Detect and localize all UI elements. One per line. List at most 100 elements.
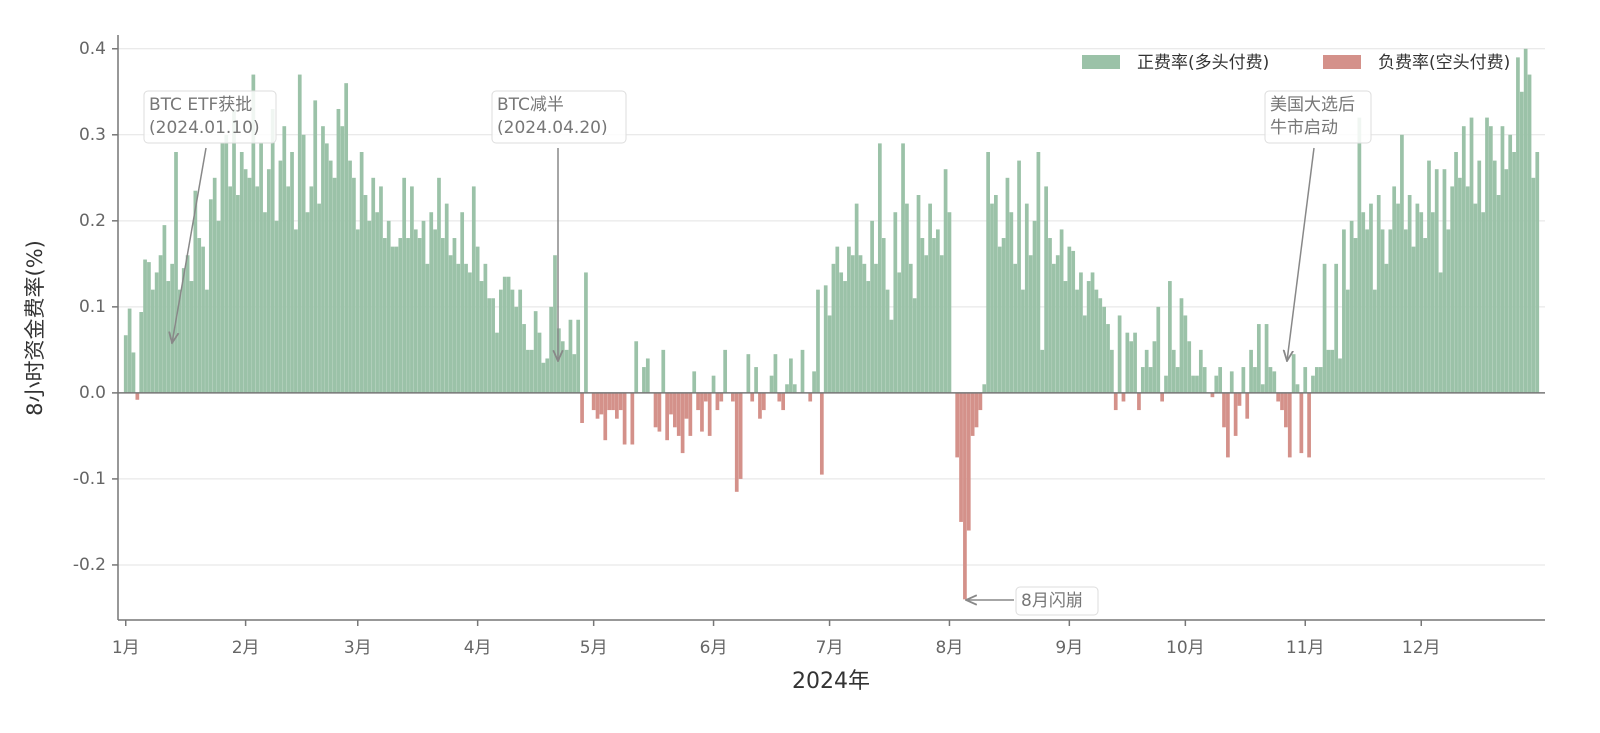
bar [645,358,650,393]
bar [1516,57,1520,393]
bar [174,152,178,393]
annotation-box [491,90,627,144]
bar [963,392,967,600]
bar [1233,392,1238,436]
y-tick-label: 0.2 [79,211,106,231]
bar [154,272,159,393]
bar [1195,375,1199,393]
bar [994,195,998,393]
bar [866,281,871,393]
bar [966,392,971,531]
bar [630,392,635,445]
bar [874,263,878,393]
bar [440,238,445,393]
bar [502,276,507,393]
bar [1152,341,1157,393]
bar [143,259,147,393]
bar [1295,384,1300,393]
bar [839,272,844,393]
bar [1067,246,1072,393]
bar [410,186,414,393]
bar [352,177,356,393]
bar [475,246,480,393]
annotation-text: BTC减半 [497,95,564,115]
bar [1349,220,1354,393]
bar [595,392,600,419]
annotation-arrow [172,147,207,343]
bar [193,190,198,393]
x-tick-label: 11月 [1286,638,1325,658]
bar [123,335,128,393]
bar [239,152,244,393]
bar [510,289,515,393]
bar [270,108,275,393]
bar [402,177,407,393]
bar [1264,324,1269,393]
bar [1036,152,1041,393]
bar [560,341,565,393]
bar [545,358,550,393]
bar [1160,392,1165,402]
bar [471,186,476,393]
bar [216,220,221,393]
bar [1489,126,1493,393]
bar [905,203,909,393]
bar [491,298,495,393]
bar [398,238,403,393]
bar [858,255,863,393]
bar [580,392,584,423]
bar [309,186,314,393]
bar [1272,371,1277,393]
bar [731,392,735,402]
legend-label: 正费率(多头付费) [1137,53,1269,73]
y-axis-label: 8小时资金费率(%) [23,240,47,416]
bar [1423,238,1427,393]
bar [1198,349,1203,393]
bar [1218,367,1223,393]
bar [1079,272,1083,393]
bar [243,169,248,393]
annotation-text: 8月闪崩 [1021,591,1083,611]
y-tick-label: 0.1 [79,297,106,317]
bar [251,74,256,393]
bar [959,392,963,522]
bar [208,199,213,393]
bar [1226,392,1230,458]
bar [1082,315,1087,393]
bar [1473,203,1478,393]
bar [1287,392,1292,458]
x-tick-label: 8月 [936,638,964,658]
bar [1303,367,1308,393]
annotation-text: (2024.04.20) [497,118,608,138]
bar [1380,229,1385,393]
bar [1434,169,1439,393]
bar [421,220,426,393]
y-tick-label: 0.0 [79,383,106,403]
bar [700,392,704,432]
bar [263,212,267,393]
bar [738,392,743,479]
bar [313,100,318,393]
bar [274,220,279,393]
bar [355,229,360,393]
bar [533,311,538,393]
bar [1407,195,1412,393]
bar [1032,220,1037,393]
bar [1353,238,1358,393]
bar [166,281,171,393]
bar [1438,272,1443,393]
x-tick-label: 7月 [816,638,844,658]
bar [1465,186,1470,393]
bar [158,255,163,393]
bar [1372,289,1377,393]
bar [955,392,960,458]
bar [754,367,758,393]
bar [707,392,712,436]
bar [1307,392,1311,458]
x-tick-label: 1月 [112,638,140,658]
bar [1183,315,1188,393]
bar [232,108,236,393]
bar [831,263,836,393]
bar [935,229,940,393]
